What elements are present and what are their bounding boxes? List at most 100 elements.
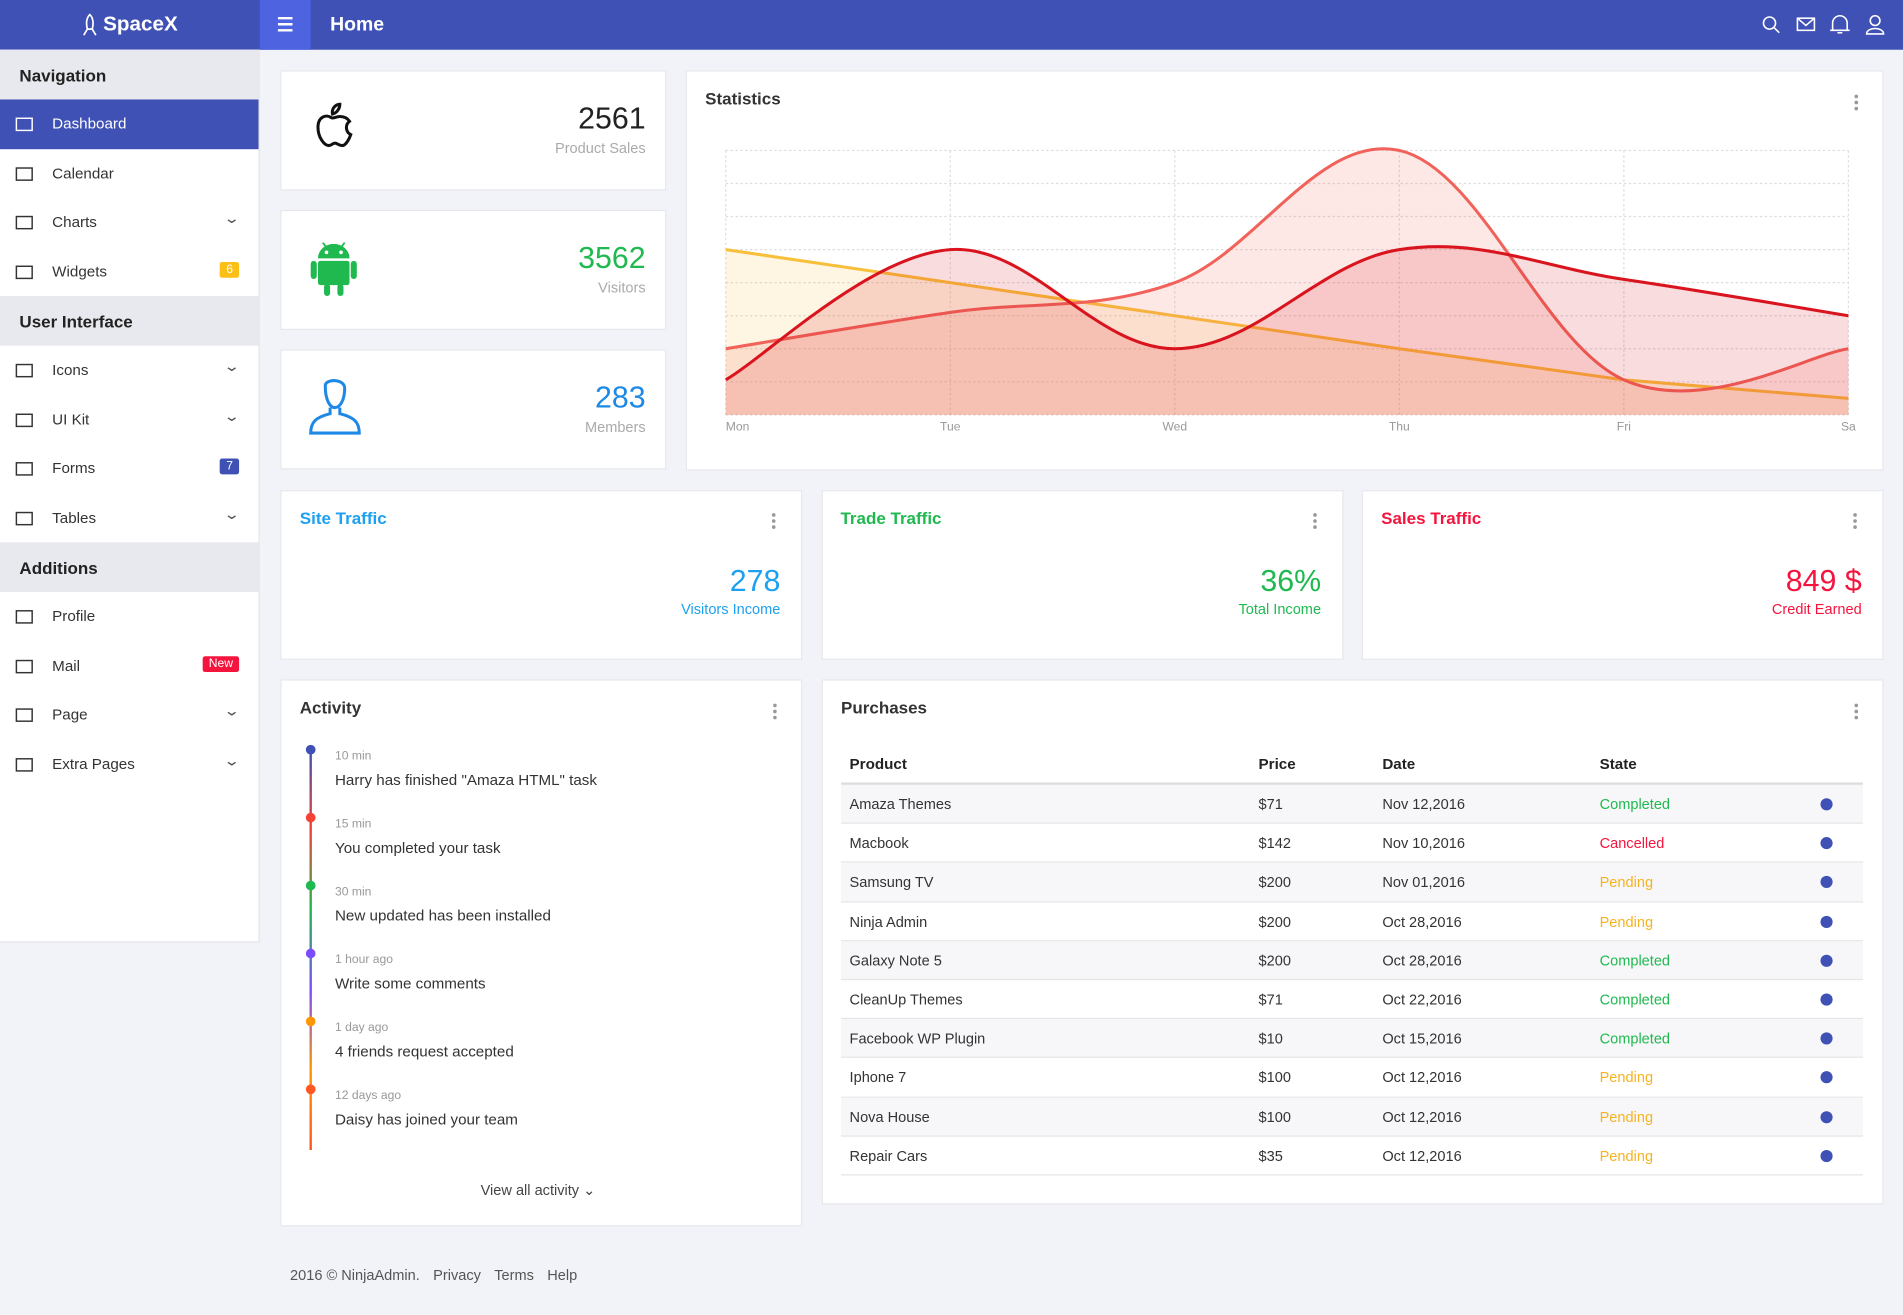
card-menu[interactable] [773, 703, 777, 722]
nav-item[interactable]: Mail New [0, 641, 259, 690]
nav-label[interactable]: Widgets [52, 262, 107, 280]
card-menu[interactable] [1312, 513, 1317, 531]
nav-icon [15, 215, 33, 230]
row-action[interactable] [1820, 954, 1833, 967]
row-action[interactable] [1820, 993, 1833, 1006]
table-cell: Cancelled [1599, 834, 1665, 852]
card-menu[interactable] [1853, 513, 1857, 531]
menu-icon [277, 16, 293, 32]
sidebar [0, 49, 260, 943]
row-action[interactable] [1820, 1149, 1833, 1162]
sidebar-section [0, 49, 259, 100]
page-title: Home [330, 14, 385, 36]
nav-item[interactable]: Extra Pages ⌄ [0, 739, 259, 788]
x-tick-label: Mon [726, 420, 750, 434]
menu-toggle[interactable] [259, 0, 311, 50]
table-cell: Oct 22,2016 [1382, 991, 1462, 1009]
section-title: User Interface [19, 311, 133, 332]
nav-item[interactable]: UI Kit ⌄ [0, 395, 259, 444]
line [725, 245, 1849, 382]
top-bar [0, 0, 1903, 50]
table-row [841, 1058, 1863, 1098]
row-action[interactable] [1820, 1032, 1833, 1045]
card-menu[interactable] [1854, 703, 1859, 722]
stat-card [280, 70, 667, 191]
nav-label[interactable]: Forms [52, 459, 96, 477]
row-action[interactable] [1820, 1071, 1833, 1084]
icon-shape [15, 412, 33, 427]
card-menu[interactable] [771, 513, 776, 531]
stat-card [280, 349, 667, 470]
nav-label[interactable]: Tables [52, 508, 97, 526]
view-all-link[interactable]: View all activity ⌄ [480, 1181, 596, 1199]
nav-item[interactable]: Page ⌄ [0, 690, 259, 739]
card-title: Statistics [705, 88, 781, 108]
footer: 2016 © NinjaAdmin. Privacy Terms Help [290, 1266, 577, 1283]
table-cell: Nov 10,2016 [1382, 834, 1465, 852]
timeline-dot [305, 744, 316, 755]
table-cell: Samsung TV [849, 873, 934, 891]
nav-item[interactable]: Widgets 6 [0, 247, 259, 296]
section-title: Additions [19, 558, 98, 578]
column-header: Price [1258, 755, 1296, 773]
table-cell: Pending [1599, 1147, 1654, 1165]
table-cell: Oct 15,2016 [1382, 1030, 1462, 1048]
link-text[interactable]: View all activity [480, 1181, 580, 1199]
table-row [841, 980, 1863, 1020]
nav-item[interactable]: Calendar [0, 149, 259, 198]
x-tick-label: Fri [1617, 420, 1631, 434]
row-action[interactable] [1820, 1110, 1833, 1123]
nav-item[interactable]: Tables ⌄ [0, 493, 259, 542]
nav-label[interactable]: Page [52, 706, 88, 724]
card-title: Sales Traffic [1381, 508, 1482, 528]
activity-time: 12 days ago [334, 1089, 402, 1103]
table-cell: $71 [1258, 991, 1283, 1009]
nav-item[interactable]: Forms 7 [0, 444, 259, 493]
nav-icon [15, 117, 33, 132]
nav-label[interactable]: Calendar [52, 164, 114, 182]
footer-link[interactable]: Terms [494, 1266, 534, 1284]
nav-icon [15, 462, 33, 476]
table-cell: Oct 12,2016 [1382, 1108, 1462, 1126]
footer-link[interactable]: Privacy [433, 1266, 481, 1284]
table-cell: Pending [1599, 1069, 1654, 1087]
brand[interactable]: SpaceX [103, 12, 178, 36]
row-action[interactable] [1820, 876, 1833, 889]
nav-label[interactable]: Icons [52, 361, 89, 379]
x-tick-label: Tue [940, 420, 961, 434]
row-action[interactable] [1820, 915, 1833, 928]
table-cell: Pending [1599, 1108, 1654, 1126]
nav-label[interactable]: Charts [52, 213, 97, 231]
chevron: ⌄ [223, 357, 241, 375]
stat-label: Members [584, 418, 646, 436]
row-action[interactable] [1820, 798, 1833, 811]
table-cell: Pending [1599, 873, 1654, 891]
nav-label[interactable]: Mail [52, 656, 81, 674]
nav-item[interactable]: Charts ⌄ [0, 198, 259, 247]
nav-item[interactable]: Dashboard [0, 99, 259, 149]
table-cell: $142 [1258, 834, 1291, 852]
badge: 7 [220, 458, 240, 475]
table-cell: $10 [1258, 1030, 1283, 1048]
nav-item[interactable]: Icons ⌄ [0, 346, 259, 395]
table-row [841, 941, 1863, 981]
nav-label[interactable]: Dashboard [52, 115, 127, 133]
activity-time: 10 min [334, 749, 372, 764]
table-cell: Oct 12,2016 [1382, 1147, 1462, 1165]
card-menu[interactable] [1854, 94, 1859, 113]
icon [309, 379, 361, 435]
table-cell: Ninja Admin [849, 912, 928, 930]
icon-shape [15, 363, 33, 378]
stat-icon [306, 376, 374, 444]
activity-time: 1 hour ago [334, 953, 394, 967]
timeline-dot [305, 880, 316, 891]
nav-label[interactable]: UI Kit [52, 410, 90, 428]
row-action[interactable] [1820, 837, 1833, 850]
table-cell: Amaza Themes [849, 795, 952, 813]
traffic-label: Credit Earned [1771, 600, 1862, 618]
nav-item[interactable]: Profile [0, 592, 259, 641]
nav-label[interactable]: Profile [52, 607, 96, 625]
nav-label[interactable]: Extra Pages [52, 755, 135, 773]
footer-link[interactable]: Help [547, 1266, 578, 1284]
